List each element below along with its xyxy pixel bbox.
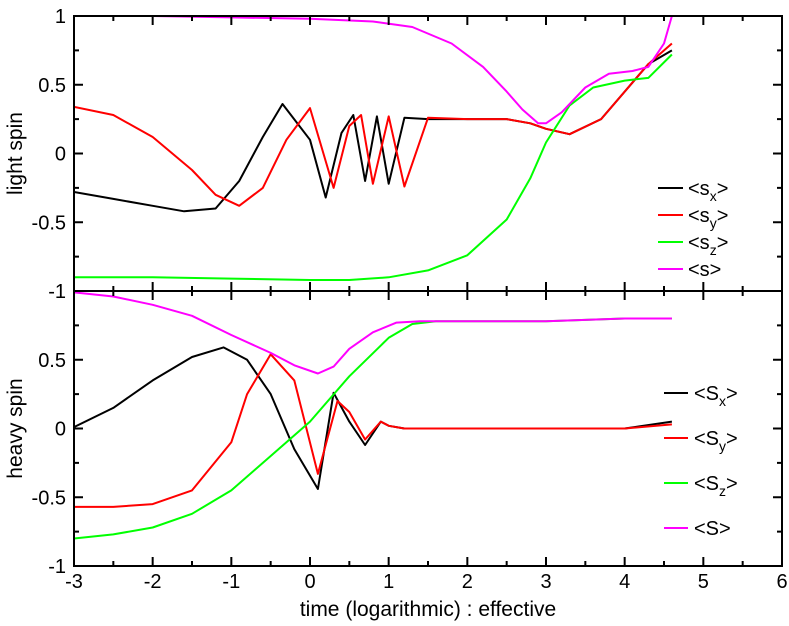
light-spin-panel: 1 0.5 0 -0.5 -1 light spin <sx><sy><sz><s>: [4, 6, 783, 303]
light-y-tick-label: -1: [48, 281, 66, 303]
light-legend-entry-0: <sx>: [688, 178, 728, 204]
heavy-y-axis-label: heavy spin: [4, 378, 27, 478]
heavy-x-tick-label: -3: [65, 571, 83, 593]
heavy-x-tick-label: 1: [383, 571, 394, 593]
heavy-y-tick-label: -0.5: [32, 487, 66, 509]
light-y-axis-label: light spin: [4, 112, 27, 195]
heavy-x-tick-label: 4: [619, 571, 630, 593]
light-series-group: [74, 16, 673, 281]
heavy-x-tick-label: 0: [304, 571, 315, 593]
heavy-x-tick-label: 3: [540, 571, 551, 593]
x-axis-label: time (logarithmic) : effective: [300, 598, 556, 621]
heavy-series-line-1: [74, 353, 672, 508]
light-series-line-0: [74, 49, 673, 213]
heavy-x-tick-label: 6: [776, 571, 787, 593]
heavy-y-tick-label: 0.5: [38, 350, 66, 372]
light-legend-entry-1: <sy>: [688, 205, 728, 231]
light-plot-frame: [73, 15, 783, 292]
light-y-tick-label: 1: [55, 6, 66, 28]
light-y-tick-label: 0: [55, 144, 66, 166]
heavy-x-tick-label: 2: [462, 571, 473, 593]
heavy-legend-entry-3: <S>: [694, 518, 731, 540]
light-y-tick-label: -0.5: [32, 212, 66, 234]
light-series-line-1: [74, 42, 673, 207]
heavy-legend-entry-0: <Sx>: [694, 383, 738, 409]
heavy-y-tick-label: -1: [48, 556, 66, 578]
heavy-x-tick-label: 5: [698, 571, 709, 593]
heavy-x-tick-label: -2: [144, 571, 162, 593]
heavy-series-line-3: [74, 291, 672, 375]
light-y-tick-label: 0.5: [38, 75, 66, 97]
heavy-legend-entry-2: <Sz>: [694, 473, 738, 499]
heavy-series-line-0: [74, 346, 673, 490]
light-series-line-3: [74, 16, 673, 125]
light-series-line-2: [74, 53, 673, 281]
heavy-x-tick-label: -1: [222, 571, 240, 593]
light-legend-entry-2: <sz>: [688, 232, 728, 258]
light-legend-entry-3: <s>: [688, 259, 721, 281]
heavy-y-tick-label: 0: [55, 419, 66, 441]
heavy-series-group: [74, 291, 673, 540]
heavy-legend-entry-1: <Sy>: [694, 428, 738, 454]
